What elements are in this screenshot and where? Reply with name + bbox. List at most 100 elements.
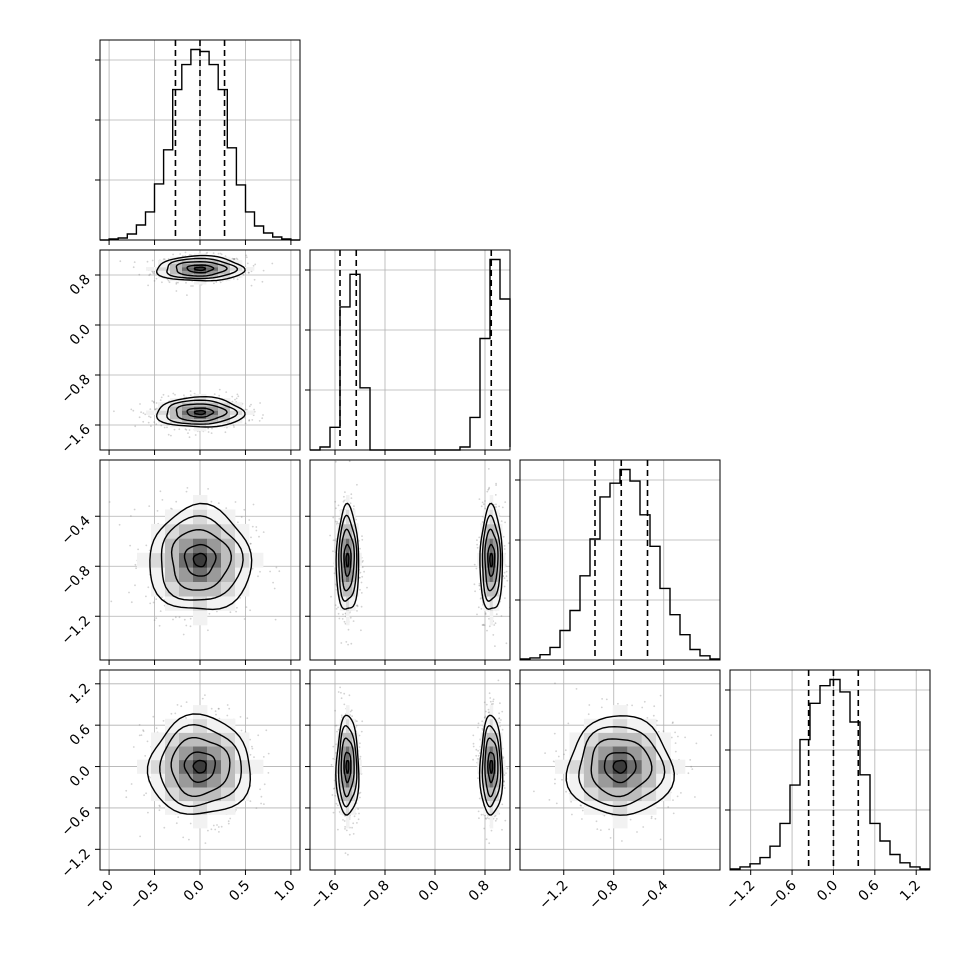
contour-line	[481, 514, 502, 602]
scatter-point	[173, 428, 176, 431]
density-cell	[349, 581, 353, 597]
scatter-point	[251, 525, 254, 528]
scatter-point	[473, 583, 476, 586]
density-cell	[483, 596, 487, 611]
hist-panel-3	[725, 669, 931, 875]
scatter-point	[494, 645, 496, 647]
density-cell	[165, 787, 180, 802]
scatter-point	[184, 251, 187, 254]
scatter-point	[349, 502, 352, 505]
scatter-point	[503, 585, 506, 588]
density-cell	[170, 270, 183, 275]
scatter-point	[347, 643, 349, 646]
scatter-point	[142, 420, 145, 423]
contour-line	[159, 723, 243, 808]
contour-line	[175, 403, 228, 423]
density-cell	[179, 581, 194, 597]
density-cell	[480, 538, 484, 554]
density-cell	[193, 732, 208, 747]
scatter-point	[336, 804, 339, 807]
scatter-point	[135, 567, 138, 570]
scatter-point	[495, 503, 497, 506]
scatter-point	[163, 826, 166, 829]
scatter-point	[347, 628, 350, 631]
scatter-point	[358, 576, 361, 579]
scatter-point	[142, 412, 145, 414]
scatter-point	[359, 742, 361, 745]
scatter-point	[254, 263, 257, 266]
density-cell	[206, 418, 219, 424]
density-cell	[179, 552, 194, 568]
scatter-point	[217, 826, 220, 828]
density-cell	[230, 406, 243, 411]
scatter-point	[360, 730, 363, 733]
scatter-point	[229, 611, 232, 614]
scatter-point	[271, 262, 274, 265]
density-cell	[182, 263, 195, 268]
contour-line	[155, 254, 246, 282]
density-cell	[221, 523, 236, 539]
scatter-point	[477, 606, 480, 609]
scatter-point	[153, 421, 156, 423]
scatter-point	[134, 425, 137, 428]
scatter-point	[210, 432, 213, 434]
density-cell	[230, 267, 243, 271]
scatter-point	[185, 429, 188, 431]
scatter-point	[484, 613, 487, 616]
scatter-point	[355, 604, 358, 607]
scatter-point	[190, 285, 193, 287]
scatter-point	[504, 597, 506, 599]
scatter-point	[159, 805, 161, 808]
density-cell	[483, 581, 487, 597]
contour-line	[484, 528, 499, 592]
scatter-point	[130, 515, 132, 517]
scatter-point	[147, 811, 149, 814]
scatter-point	[362, 560, 364, 562]
scatter-point	[351, 826, 353, 829]
scatter-point	[175, 500, 178, 503]
histogram-step	[520, 468, 720, 660]
scatter-point	[334, 709, 336, 712]
density-cell	[339, 596, 344, 611]
contour-line	[489, 552, 494, 568]
scatter-point	[185, 281, 187, 284]
contour-line	[343, 543, 352, 577]
scatter-point	[138, 724, 141, 726]
scatter-point	[249, 542, 252, 545]
scatter-point	[249, 542, 252, 545]
density-cell	[218, 267, 231, 271]
scatter-point	[498, 505, 500, 508]
contour-line	[155, 395, 246, 428]
density-cell	[346, 523, 350, 539]
scatter-point	[250, 270, 253, 273]
density-cell	[221, 552, 236, 568]
scatter-point	[495, 484, 497, 486]
scatter-point	[174, 616, 177, 619]
scatter-point	[240, 729, 243, 732]
scatter-point	[146, 740, 149, 743]
scatter-point	[358, 812, 360, 815]
scatter-point	[145, 544, 148, 547]
density-cell	[206, 414, 219, 420]
density-cell	[349, 523, 353, 539]
scatter-point	[503, 545, 506, 547]
scatter-point	[110, 600, 113, 603]
scatter-point	[246, 262, 249, 265]
scatter-point	[248, 419, 251, 422]
scatter-point	[330, 764, 333, 766]
scatter-point	[229, 817, 232, 820]
scatter-point	[356, 610, 358, 612]
scatter-point	[361, 720, 364, 723]
density-cell	[235, 552, 250, 568]
scatter-point	[504, 501, 507, 503]
density-panel-3-1	[305, 669, 511, 875]
scatter-point	[249, 753, 252, 756]
scatter-point	[148, 505, 151, 507]
scatter-point	[149, 602, 152, 605]
scatter-point	[265, 729, 268, 732]
density-cell	[158, 263, 171, 268]
scatter-point	[258, 535, 260, 538]
scatter-point	[251, 419, 254, 421]
density-cell	[349, 509, 353, 525]
scatter-point	[159, 490, 162, 493]
